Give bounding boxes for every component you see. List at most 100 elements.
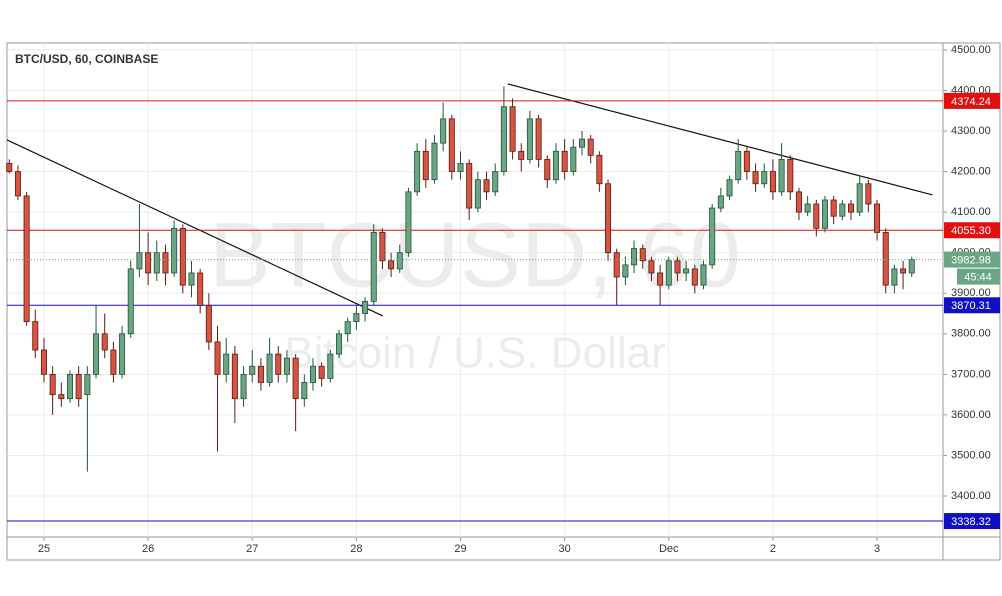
candle-body [153,252,160,274]
y-tick-label: 4500.00 [951,44,991,56]
candle-body [769,171,776,193]
x-tick-label: 25 [38,543,50,555]
y-tick-label: 3500.00 [951,449,991,461]
candle-body [492,171,499,193]
candle-body [231,353,238,400]
candle-body [778,159,785,193]
y-tick-label: 3700.00 [951,368,991,380]
candle-body [761,171,768,185]
candle-body [856,183,863,213]
candle-body [136,252,143,270]
candle-body [301,382,308,400]
y-tick-label: 3400.00 [951,490,991,502]
candle-body [162,252,169,274]
candle-body [275,353,282,375]
candle-body [665,260,672,286]
candle-body [179,227,186,286]
candle-body [787,159,794,193]
candle-body [93,333,100,375]
candle-body [830,199,837,217]
candle-body [405,191,412,254]
candle-body [336,333,343,355]
candle-body [821,199,828,229]
axis: 3400.00 3500.00 3600.00 3700.00 3800.00 3900.… [38,44,1000,555]
x-tick-label: 3 [874,543,880,555]
candle-body [388,260,395,270]
candle-body [743,150,750,172]
candle-body [518,150,525,160]
level-price-label: 3338.32 [951,516,991,528]
candle-body [700,264,707,286]
candle-body [266,353,273,383]
candle-body [318,365,325,379]
candle-body [544,159,551,181]
candle-body [639,248,646,262]
candle-body [84,373,91,396]
y-tick-label: 3900.00 [951,287,991,299]
candle-body [327,353,334,379]
candle-body [309,365,316,383]
x-tick-label: 26 [142,543,154,555]
level-price-label: 4055.30 [951,225,991,237]
candle-body [795,191,802,213]
candle-body [101,333,108,351]
x-tick-label: 29 [454,543,466,555]
candle-body [396,252,403,270]
candle-body [596,154,603,185]
watermark: BTCUSD, 60 [209,204,741,306]
trend-line [6,139,384,317]
candle-body [32,321,39,351]
y-tick-label: 4200.00 [951,165,991,177]
candle-body [457,163,464,172]
candle-body [448,118,455,172]
candle-body [214,341,221,375]
candle-body [119,333,126,375]
candle-body [414,150,421,193]
candle-body [353,313,360,323]
candle-body [49,373,56,396]
candle-body [804,203,811,213]
candle-body [422,150,429,181]
candle-body [127,268,134,335]
candle-body [900,268,907,274]
candle-body [587,138,594,156]
level-price-label: 3870.31 [951,300,991,312]
candle-body [205,305,212,343]
candle-body [891,268,898,286]
candle-body [535,118,542,160]
last-price-label: 3982.98 [951,254,991,266]
candle-body [145,252,152,274]
candle-body [882,232,889,286]
candle-body [683,268,690,274]
candle-body [622,264,629,278]
candle-body [674,260,681,274]
candle-body [197,272,204,306]
candle-body [657,272,664,286]
x-tick-label: 2 [770,543,776,555]
level-price-box [944,513,1000,530]
countdown-label: 45:44 [964,271,992,283]
candle-body [223,353,230,375]
candle-body [466,163,473,209]
candle-body [605,183,612,254]
candle-body [6,163,13,172]
candle-body [188,272,195,286]
candle-body [362,300,369,314]
candle-body [709,207,716,266]
trend-line [507,83,933,196]
level-price-box [944,297,1000,314]
x-tick-label: 28 [350,543,362,555]
candle-body [240,373,247,400]
candle-body [735,150,742,181]
candle-body [839,203,846,217]
x-tick-label: Dec [659,543,679,555]
candle-body [561,150,568,172]
candle-body [813,203,820,229]
candle-body [874,203,881,233]
plot [6,83,943,522]
candle-body [431,142,438,181]
x-tick-label: 30 [559,543,571,555]
candle-body [500,106,507,172]
